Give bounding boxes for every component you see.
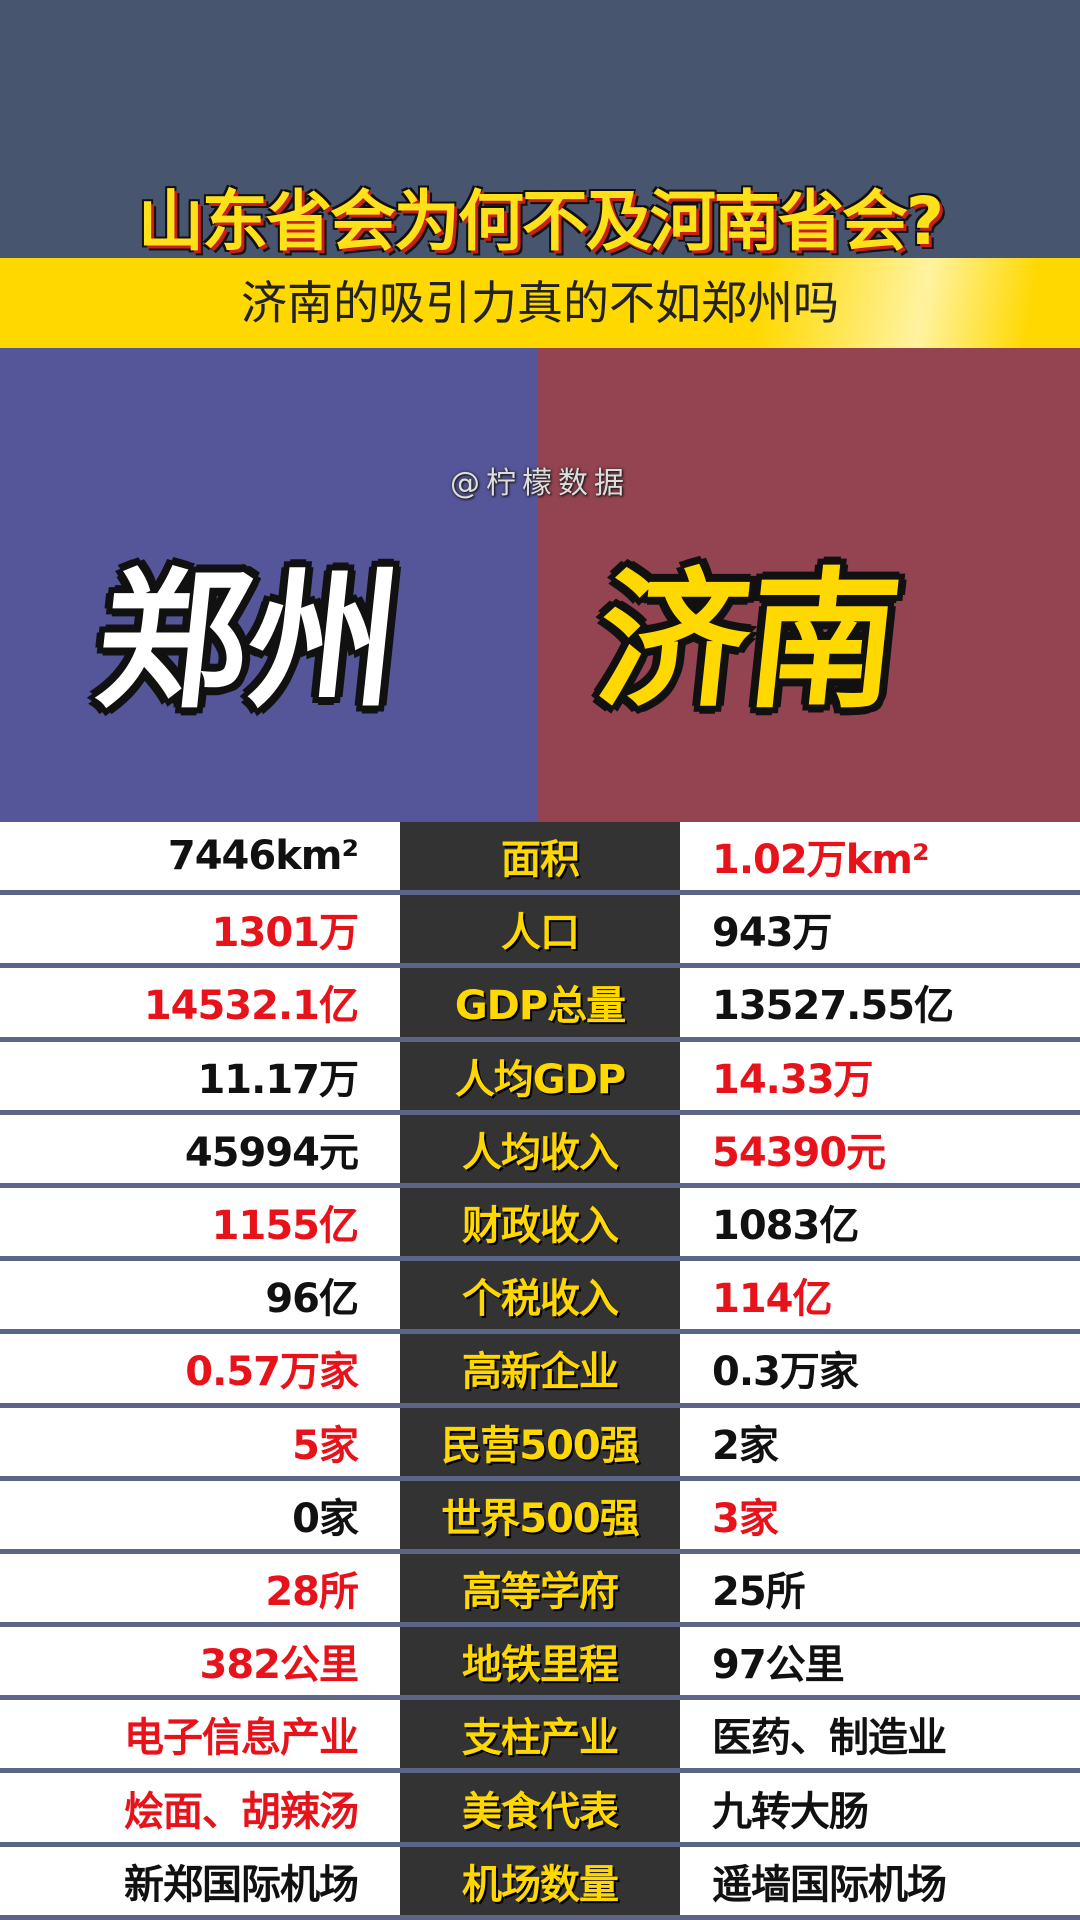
left-city-name: 郑州 [89,553,408,729]
metric-label: 个税收入 [400,1261,680,1330]
table-row: 1155亿 财政收入 1083亿 [0,1187,1080,1262]
right-value: 1083亿 [712,1203,859,1250]
comparison-table: 7446km² 面积 1.02万km² 1301万 人口 943万 14532.1亿 GDP总… [0,822,1080,1920]
table-row: 新郑国际机场 机场数量 遥墙国际机场 [0,1846,1080,1920]
table-row: 0.57万家 高新企业 0.3万家 [0,1334,1080,1408]
metric-label: 高新企业 [400,1334,680,1403]
metric-label: 民营500强 [400,1407,680,1476]
table-row: 5家 民营500强 2家 [0,1407,1080,1481]
metric-label: 支柱产业 [400,1700,680,1769]
table-row: 45994元 人均收入 54390元 [0,1114,1080,1188]
left-value: 5家 [292,1422,359,1469]
left-value: 45994元 [184,1129,359,1176]
table-row: 96亿 个税收入 114亿 [0,1261,1080,1335]
table-row: 0家 世界500强 3家 [0,1480,1080,1554]
right-value: 97公里 [712,1642,845,1689]
right-value: 54390元 [712,1129,886,1176]
left-value: 0.57万家 [185,1349,359,1396]
table-row: 1301万 人口 943万 [0,895,1080,969]
left-value: 11.17万 [197,1056,359,1103]
right-value: 3家 [712,1495,779,1542]
right-value: 医药、制造业 [712,1715,947,1762]
right-value: 114亿 [712,1276,833,1323]
right-value: 2家 [712,1422,779,1469]
metric-label: 人均收入 [400,1114,680,1183]
metric-label: 面积 [400,822,680,891]
right-value: 九转大肠 [712,1788,869,1835]
left-value: 7446km² [167,833,359,880]
subtitle-band: 济南的吸引力真的不如郑州吗 [0,258,1080,348]
table-row: 烩面、胡辣汤 美食代表 九转大肠 [0,1773,1080,1847]
header-background: 山东省会为何不及河南省会? [0,0,1080,260]
right-value: 25所 [712,1568,806,1615]
right-value: 943万 [712,910,833,957]
right-city-name: 济南 [589,553,908,729]
metric-label: 人均GDP [400,1041,680,1110]
right-value: 1.02万km² [712,837,930,884]
left-value: 28所 [265,1568,359,1615]
table-row: 382公里 地铁里程 97公里 [0,1627,1080,1701]
metric-label: 财政收入 [400,1187,680,1257]
metric-label: 高等学府 [400,1553,680,1623]
right-value: 遥墙国际机场 [712,1861,947,1908]
left-value: 1301万 [211,910,359,957]
table-row: 7446km² 面积 1.02万km² [0,822,1080,896]
metric-label: 机场数量 [400,1846,680,1915]
left-value: 382公里 [199,1642,360,1689]
right-value: 13527.55亿 [712,983,954,1030]
table-row: 电子信息产业 支柱产业 医药、制造业 [0,1700,1080,1774]
right-value: 14.33万 [712,1056,874,1103]
page-title: 山东省会为何不及河南省会? [137,183,944,260]
left-value: 14532.1亿 [143,983,359,1030]
table-row: 14532.1亿 GDP总量 13527.55亿 [0,968,1080,1042]
table-row: 28所 高等学府 25所 [0,1553,1080,1628]
metric-label: 美食代表 [400,1773,680,1842]
left-value: 0家 [292,1495,359,1542]
page-subtitle: 济南的吸引力真的不如郑州吗 [241,276,839,330]
table-row: 11.17万 人均GDP 14.33万 [0,1041,1080,1115]
metric-label: 地铁里程 [400,1627,680,1696]
right-city-panel [538,348,1080,822]
left-value: 96亿 [265,1276,359,1323]
left-value: 1155亿 [211,1203,359,1250]
left-city-panel [0,348,538,822]
left-value: 新郑国际机场 [124,1861,359,1908]
metric-label: GDP总量 [400,968,680,1037]
metric-label: 人口 [400,895,680,964]
left-value: 烩面、胡辣汤 [124,1788,359,1835]
watermark: @柠檬数据 [450,466,630,501]
right-value: 0.3万家 [712,1349,859,1396]
metric-label: 世界500强 [400,1480,680,1549]
left-value: 电子信息产业 [124,1715,359,1762]
